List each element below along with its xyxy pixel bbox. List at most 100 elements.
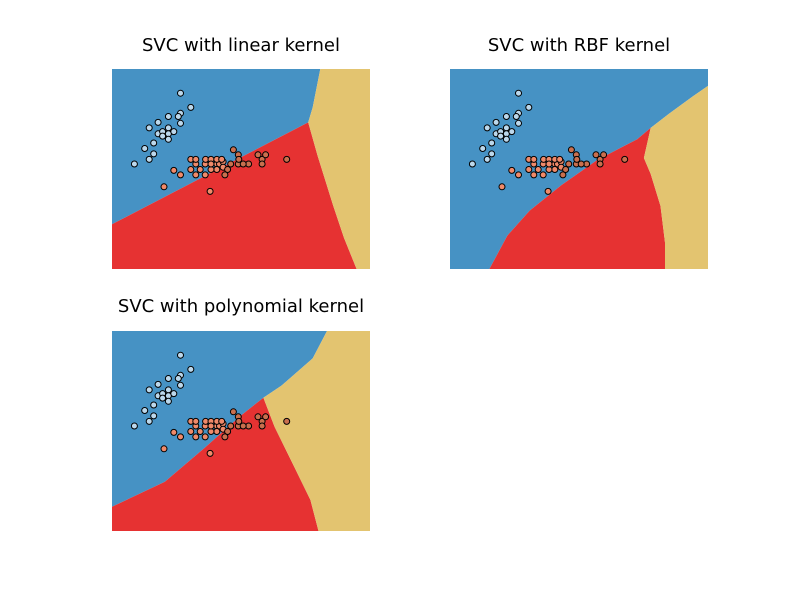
data-point-class-1 <box>525 166 533 173</box>
data-point-class-2 <box>254 413 262 421</box>
data-point-class-2 <box>235 155 243 163</box>
data-point-class-2 <box>235 417 243 425</box>
data-point-class-1 <box>201 433 209 441</box>
data-point-class-0 <box>488 139 496 147</box>
data-point-class-1 <box>160 445 168 453</box>
data-point-class-0 <box>164 397 172 405</box>
data-point-class-0 <box>483 155 491 163</box>
data-point-class-1 <box>187 428 195 435</box>
data-point-class-2 <box>254 151 262 159</box>
data-point-class-1 <box>207 160 215 168</box>
data-point-class-1 <box>218 417 226 425</box>
data-point-class-0 <box>515 89 522 97</box>
decision-region-class-2 <box>263 331 370 531</box>
data-point-class-1 <box>530 171 538 179</box>
data-point-class-0 <box>145 386 153 394</box>
data-point-class-0 <box>525 103 533 111</box>
data-point-class-1 <box>551 166 559 173</box>
data-point-class-0 <box>164 124 172 132</box>
data-point-class-0 <box>174 375 182 382</box>
decision-region-class-1 <box>112 397 319 531</box>
decision-region-class-2 <box>308 69 370 269</box>
data-point-class-0 <box>164 375 172 382</box>
data-point-class-1 <box>530 155 538 163</box>
panel-title-linear: SVC with linear kernel <box>142 35 340 56</box>
data-point-class-0 <box>150 412 158 420</box>
data-point-class-0 <box>508 128 516 136</box>
data-point-class-0 <box>177 381 184 389</box>
data-point-class-2 <box>221 171 229 179</box>
data-point-class-0 <box>164 113 172 120</box>
data-point-class-2 <box>559 171 567 179</box>
data-point-class-0 <box>177 89 184 97</box>
data-point-class-1 <box>192 155 200 163</box>
data-point-class-1 <box>187 166 195 173</box>
data-point-class-0 <box>154 380 162 388</box>
decision-region-class-2 <box>643 85 708 270</box>
data-point-class-0 <box>512 113 520 120</box>
plot-rbf-kernel <box>450 69 708 270</box>
data-point-class-2 <box>258 422 266 430</box>
data-point-class-0 <box>145 124 153 132</box>
data-point-class-0 <box>145 155 153 163</box>
data-point-class-0 <box>483 124 491 132</box>
data-point-class-1 <box>544 187 552 195</box>
data-point-class-0 <box>468 160 476 168</box>
data-point-class-2 <box>262 151 270 159</box>
data-point-class-1 <box>534 166 542 173</box>
data-point-class-0 <box>150 139 158 147</box>
data-point-class-0 <box>150 150 158 158</box>
data-point-class-1 <box>196 428 204 435</box>
data-point-class-2 <box>229 408 237 416</box>
data-point-class-0 <box>492 118 500 126</box>
plot-polynomial-kernel <box>112 331 370 531</box>
data-point-class-0 <box>159 394 167 402</box>
data-point-class-0 <box>177 119 184 127</box>
data-point-class-2 <box>283 155 291 163</box>
data-point-class-1 <box>515 171 522 179</box>
data-point-class-2 <box>562 166 570 173</box>
data-point-class-1 <box>206 449 214 457</box>
data-point-class-2 <box>565 160 573 168</box>
data-point-class-0 <box>170 128 178 136</box>
plot-linear-kernel <box>112 69 370 270</box>
data-point-class-2 <box>229 146 237 154</box>
data-point-class-0 <box>488 150 496 158</box>
data-point-class-1 <box>556 155 564 163</box>
decision-region-class-1 <box>489 127 665 270</box>
data-point-class-0 <box>502 124 510 132</box>
data-point-class-1 <box>192 433 200 441</box>
decision-region-class-1 <box>112 122 357 270</box>
data-point-class-0 <box>141 145 149 152</box>
data-point-class-1 <box>498 183 506 191</box>
data-point-class-0 <box>159 132 167 140</box>
data-point-class-1 <box>192 171 200 179</box>
data-point-class-2 <box>227 160 235 168</box>
data-point-class-2 <box>592 151 600 159</box>
data-point-class-1 <box>192 417 200 425</box>
data-point-class-2 <box>600 151 608 159</box>
data-point-class-2 <box>573 155 581 163</box>
data-point-class-0 <box>150 401 158 409</box>
data-point-class-2 <box>258 160 266 168</box>
data-point-class-2 <box>227 422 235 430</box>
data-point-class-0 <box>174 113 182 120</box>
data-point-class-1 <box>218 155 226 163</box>
data-point-class-2 <box>224 428 232 435</box>
data-point-class-0 <box>177 351 184 359</box>
data-point-class-1 <box>213 166 221 173</box>
data-point-class-0 <box>502 135 510 143</box>
data-point-class-0 <box>497 132 505 140</box>
data-point-class-2 <box>283 417 291 425</box>
data-point-class-1 <box>539 171 547 179</box>
data-point-class-0 <box>164 135 172 143</box>
data-point-class-1 <box>206 187 214 195</box>
data-point-class-0 <box>145 417 153 425</box>
data-point-class-2 <box>596 160 604 168</box>
data-point-class-1 <box>545 160 553 168</box>
data-point-class-0 <box>164 386 172 394</box>
data-point-class-0 <box>479 145 487 152</box>
data-point-class-2 <box>239 160 247 168</box>
data-point-class-0 <box>502 113 510 120</box>
data-point-class-2 <box>224 166 232 173</box>
